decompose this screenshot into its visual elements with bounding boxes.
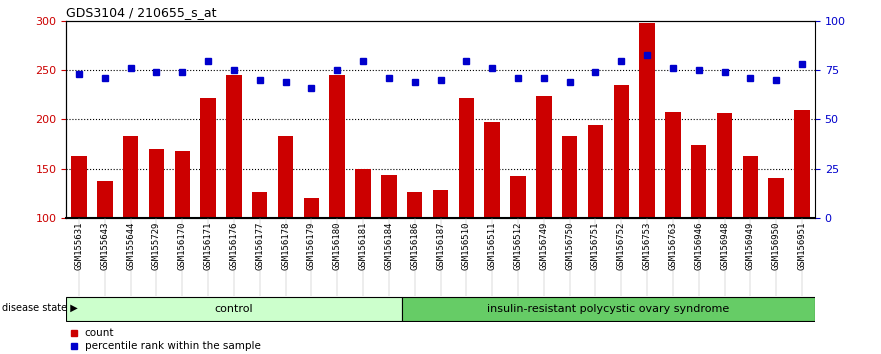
Text: GSM156951: GSM156951 bbox=[797, 222, 806, 270]
Text: GSM156753: GSM156753 bbox=[642, 222, 652, 270]
Text: GSM156946: GSM156946 bbox=[694, 222, 703, 270]
Bar bbox=[329, 75, 345, 316]
Text: GSM156181: GSM156181 bbox=[359, 222, 367, 270]
Text: percentile rank within the sample: percentile rank within the sample bbox=[85, 341, 261, 351]
Bar bbox=[459, 98, 474, 316]
Bar bbox=[588, 125, 603, 316]
Bar bbox=[66, 297, 402, 321]
Text: GSM156752: GSM156752 bbox=[617, 222, 626, 270]
Bar bbox=[174, 151, 190, 316]
Bar bbox=[71, 156, 86, 316]
Bar bbox=[252, 192, 268, 316]
Bar bbox=[717, 113, 732, 316]
Bar bbox=[355, 169, 371, 316]
Bar bbox=[122, 136, 138, 316]
Bar bbox=[768, 178, 784, 316]
Bar bbox=[402, 297, 815, 321]
Text: disease state ▶: disease state ▶ bbox=[2, 303, 78, 313]
Text: GSM155729: GSM155729 bbox=[152, 222, 161, 270]
Text: GSM156512: GSM156512 bbox=[514, 222, 522, 270]
Bar bbox=[510, 176, 526, 316]
Bar bbox=[743, 156, 759, 316]
Text: GSM156948: GSM156948 bbox=[720, 222, 729, 270]
Bar bbox=[304, 198, 319, 316]
Text: GSM156179: GSM156179 bbox=[307, 222, 316, 270]
Bar bbox=[381, 176, 396, 316]
Bar bbox=[536, 96, 552, 316]
Bar bbox=[278, 136, 293, 316]
Text: GSM156763: GSM156763 bbox=[669, 222, 677, 270]
Text: GSM155631: GSM155631 bbox=[75, 222, 84, 270]
Bar bbox=[485, 122, 500, 316]
Text: GSM155644: GSM155644 bbox=[126, 222, 135, 270]
Text: GSM156511: GSM156511 bbox=[488, 222, 497, 270]
Bar bbox=[795, 110, 810, 316]
Text: GSM156950: GSM156950 bbox=[772, 222, 781, 270]
Bar bbox=[97, 181, 113, 316]
Text: GSM155643: GSM155643 bbox=[100, 222, 109, 270]
Bar bbox=[613, 85, 629, 316]
Text: GSM156749: GSM156749 bbox=[539, 222, 548, 270]
Text: GSM156186: GSM156186 bbox=[411, 222, 419, 270]
Bar bbox=[640, 23, 655, 316]
Bar bbox=[691, 145, 707, 316]
Text: GSM156180: GSM156180 bbox=[333, 222, 342, 270]
Text: GDS3104 / 210655_s_at: GDS3104 / 210655_s_at bbox=[66, 6, 217, 19]
Text: GSM156949: GSM156949 bbox=[746, 222, 755, 270]
Text: GSM156178: GSM156178 bbox=[281, 222, 290, 270]
Bar bbox=[407, 192, 422, 316]
Text: GSM156176: GSM156176 bbox=[229, 222, 239, 270]
Text: GSM156171: GSM156171 bbox=[204, 222, 212, 270]
Text: count: count bbox=[85, 328, 115, 338]
Bar bbox=[433, 190, 448, 316]
Text: insulin-resistant polycystic ovary syndrome: insulin-resistant polycystic ovary syndr… bbox=[487, 304, 729, 314]
Text: GSM156177: GSM156177 bbox=[255, 222, 264, 270]
Bar bbox=[665, 112, 681, 316]
Bar bbox=[562, 136, 577, 316]
Text: GSM156184: GSM156184 bbox=[384, 222, 393, 270]
Bar bbox=[226, 75, 241, 316]
Text: GSM156750: GSM156750 bbox=[565, 222, 574, 270]
Text: GSM156751: GSM156751 bbox=[591, 222, 600, 270]
Text: GSM156187: GSM156187 bbox=[436, 222, 445, 270]
Text: GSM156510: GSM156510 bbox=[462, 222, 470, 270]
Text: control: control bbox=[215, 304, 253, 314]
Bar bbox=[149, 149, 164, 316]
Text: GSM156170: GSM156170 bbox=[178, 222, 187, 270]
Bar bbox=[200, 98, 216, 316]
